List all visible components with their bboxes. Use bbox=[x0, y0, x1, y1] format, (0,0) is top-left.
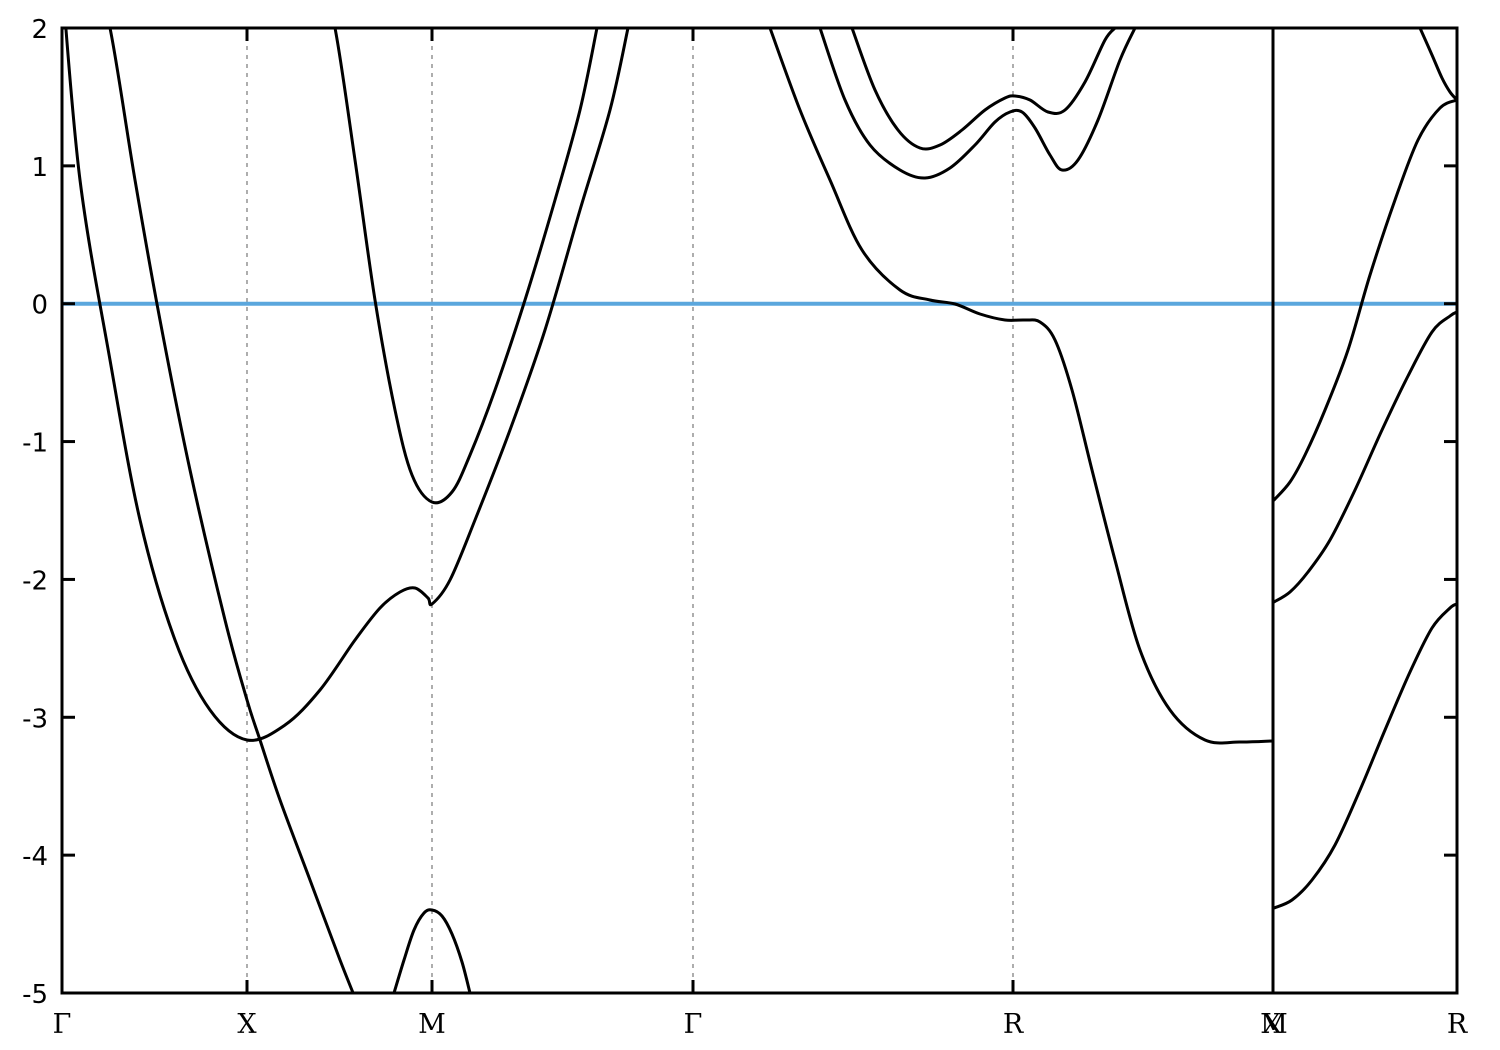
band-curve bbox=[392, 908, 472, 993]
band-curve bbox=[1273, 310, 1457, 604]
x-tick-label-M: M bbox=[1260, 1009, 1288, 1040]
x-tick-label-R: R bbox=[1447, 1009, 1468, 1040]
gridlines-group bbox=[246, 28, 1014, 993]
band-curve bbox=[850, 28, 1117, 151]
y-tick-label: 1 bbox=[31, 153, 48, 183]
y-axis-ticks: 2 1 0 -1 -2 -3 -4 -5 bbox=[22, 15, 1457, 1010]
x-tick-label-M: M bbox=[418, 1009, 446, 1040]
y-tick-label: -2 bbox=[22, 566, 48, 596]
band-curve bbox=[1273, 602, 1457, 910]
plot-border bbox=[60, 26, 1459, 995]
y-tick-label: -5 bbox=[22, 980, 48, 1010]
x-axis-ticks: Γ X M Γ R XM R bbox=[53, 28, 1468, 1040]
plot-frame bbox=[60, 26, 1459, 995]
x-tick-label-X: X bbox=[1262, 1009, 1282, 1040]
band-curve bbox=[768, 28, 1273, 745]
y-tick-label: -3 bbox=[22, 704, 48, 734]
y-tick-label: -1 bbox=[22, 429, 48, 459]
bands-secondary-panel bbox=[1273, 28, 1457, 910]
band-curve bbox=[333, 28, 599, 505]
band-curve bbox=[818, 28, 1137, 180]
y-tick-label: -4 bbox=[22, 842, 48, 872]
x-tick-label-Γ: Γ bbox=[684, 1009, 703, 1040]
band-curve bbox=[1418, 28, 1457, 102]
bands-main-panel bbox=[64, 28, 1273, 993]
band-curve bbox=[64, 28, 630, 742]
band-curve bbox=[108, 28, 355, 993]
y-tick-label: 0 bbox=[31, 291, 48, 321]
x-tick-label-R: R bbox=[1003, 1009, 1024, 1040]
band-curve bbox=[1273, 98, 1457, 502]
x-tick-label-Γ: Γ bbox=[53, 1009, 72, 1040]
y-tick-label: 2 bbox=[31, 15, 48, 45]
x-tick-label-X: X bbox=[237, 1009, 257, 1040]
